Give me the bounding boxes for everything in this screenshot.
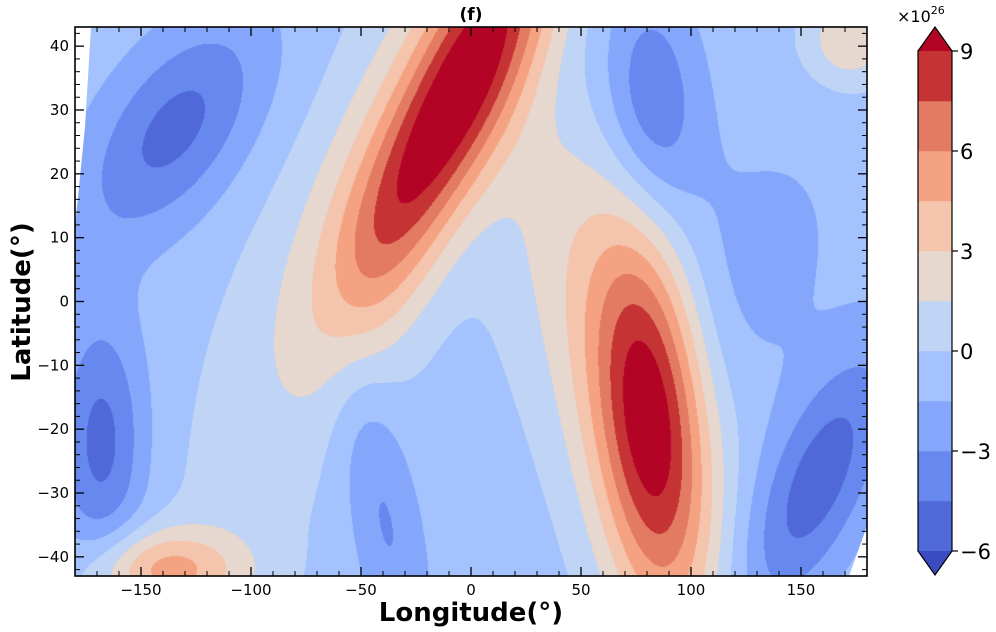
y-tick-label: −40 <box>37 548 69 566</box>
x-tick-label: −50 <box>345 581 377 599</box>
colorbar-segment <box>917 450 953 502</box>
right-edge-blank <box>849 526 867 576</box>
plot-frame <box>74 26 868 577</box>
missing-data-mask <box>75 27 867 576</box>
x-tick-label: −100 <box>230 581 271 599</box>
colorbar-segment <box>917 200 953 252</box>
y-tick-label: 0 <box>59 293 69 311</box>
colorbar-segment <box>917 50 953 102</box>
y-tick-label: 30 <box>50 101 69 119</box>
colorbar-tick-label: −6 <box>960 540 991 564</box>
x-tick-label: 0 <box>466 581 476 599</box>
colorbar-extend-max <box>918 27 952 51</box>
y-tick-label: −20 <box>37 420 69 438</box>
colorbar-tick-label: −3 <box>960 440 991 464</box>
colorbar-segment <box>917 300 953 352</box>
y-tick-label: 40 <box>50 37 69 55</box>
left-edge-blank <box>75 27 91 227</box>
contour-field <box>75 27 867 576</box>
colorbar-segment <box>917 250 953 302</box>
colorbar-multiplier-exponent: 26 <box>931 4 945 17</box>
x-tick-label: −150 <box>120 581 161 599</box>
colorbar-segment <box>917 150 953 202</box>
x-axis-ticks: −150 −100 −50 0 50 100 150 <box>74 27 868 599</box>
chart-title: (f) <box>460 5 483 25</box>
y-tick-label: −30 <box>37 484 69 502</box>
colorbar-tick-label: 3 <box>960 240 973 264</box>
x-tick-label: 100 <box>677 581 706 599</box>
y-tick-label: −10 <box>37 356 69 374</box>
colorbar-segment <box>917 100 953 152</box>
colorbar-multiplier: ×1026 <box>897 4 945 26</box>
x-tick-label: 150 <box>787 581 816 599</box>
y-axis-ticks: −40 −30 −20 −10 0 10 20 30 40 <box>37 32 867 571</box>
colorbar-tick-label: 0 <box>960 340 973 364</box>
colorbar: −6 −3 0 3 6 9 <box>917 25 991 577</box>
plot-area <box>75 27 867 576</box>
x-axis-label: Longitude(°) <box>379 598 563 628</box>
y-axis-label: Latitude(°) <box>7 222 37 381</box>
colorbar-tick-label: 9 <box>960 40 973 64</box>
y-tick-label: 10 <box>50 229 69 247</box>
y-tick-label: 20 <box>50 165 69 183</box>
x-tick-label: 50 <box>571 581 590 599</box>
colorbar-multiplier-base: ×10 <box>897 7 931 26</box>
colorbar-tick-label: 6 <box>960 140 973 164</box>
colorbar-segment <box>917 350 953 402</box>
colorbar-extend-min <box>918 551 952 575</box>
colorbar-segment <box>917 500 953 552</box>
colorbar-segment <box>917 400 953 452</box>
